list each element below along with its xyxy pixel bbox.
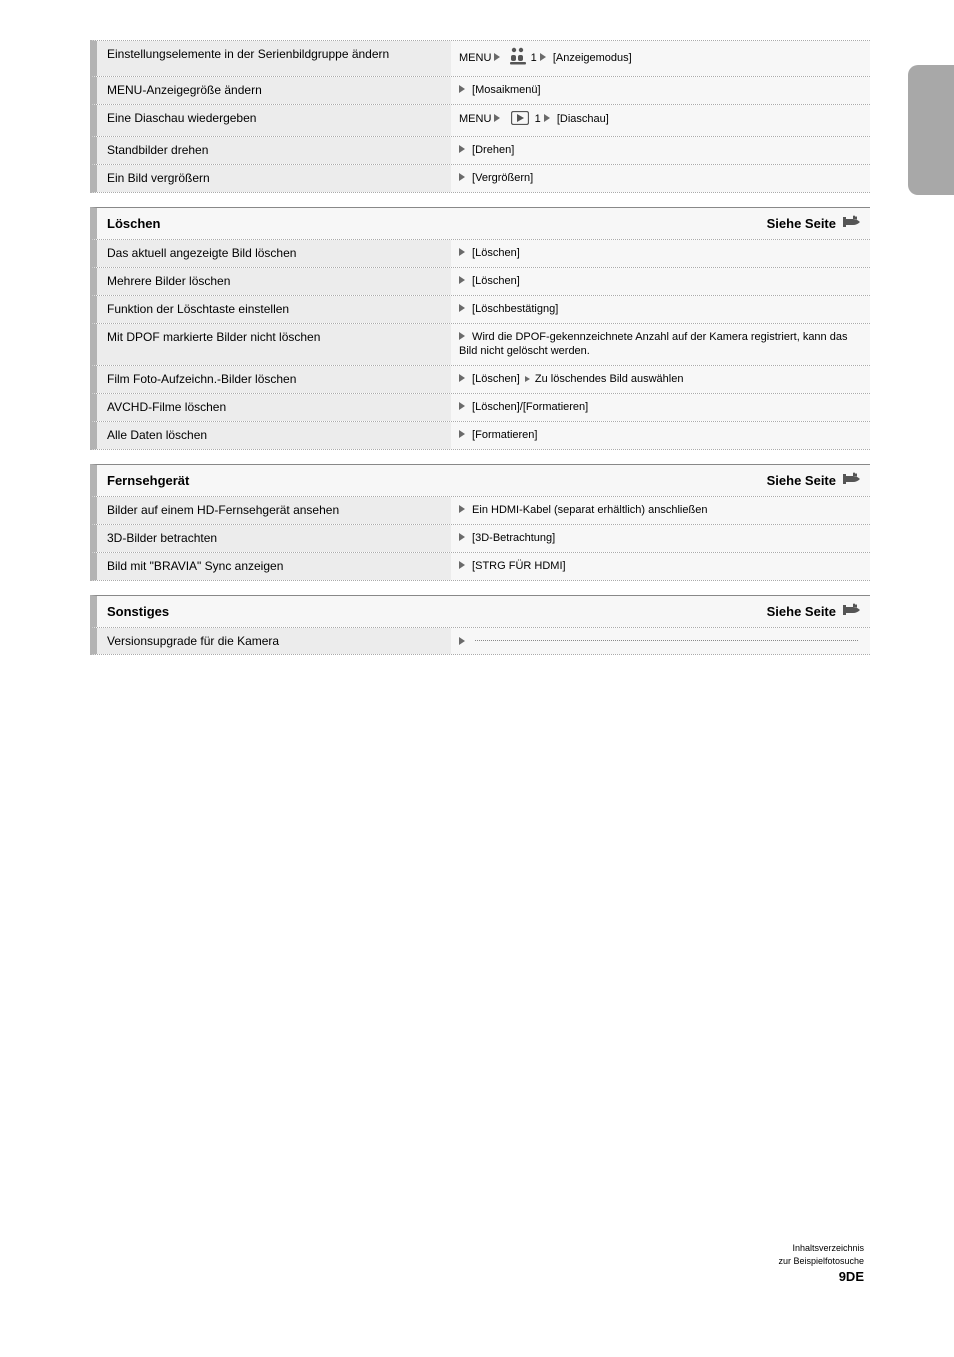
cell-feature: Standbilder drehen <box>97 137 451 164</box>
table-row: AVCHD-Filme löschen [Löschen]/[Formatier… <box>90 393 870 421</box>
cell-action: Wird die DPOF-gekennzeichnete Anzahl auf… <box>451 324 870 366</box>
cell-action: MENU 1 [Diaschau] <box>451 105 870 136</box>
table-row: Funktion der Löschtaste einstellen [Lösc… <box>90 295 870 323</box>
side-tab <box>908 65 954 195</box>
cell-feature: AVCHD-Filme löschen <box>97 394 451 421</box>
table-row: Bilder auf einem HD-Fernsehgerät ansehen… <box>90 496 870 524</box>
header-link: Siehe Seite <box>767 602 862 621</box>
arrow-icon <box>459 248 465 256</box>
arrow-icon <box>525 376 530 382</box>
cell-feature: Mit DPOF markierte Bilder nicht löschen <box>97 324 451 366</box>
arrow-icon <box>459 145 465 153</box>
table-row: MENU-Anzeigegröße ändern [Mosaikmenü] <box>90 76 870 104</box>
table-row: Standbilder drehen [Drehen] <box>90 136 870 164</box>
hand-icon <box>842 471 862 490</box>
header-title: Sonstiges <box>107 604 767 619</box>
cell-action: Ein HDMI-Kabel (separat erhältlich) ansc… <box>451 497 870 524</box>
section-header: Sonstiges Siehe Seite <box>90 595 870 627</box>
arrow-icon <box>459 332 465 340</box>
header-link: Siehe Seite <box>767 214 862 233</box>
cell-action <box>451 628 870 654</box>
table-row: Mit DPOF markierte Bilder nicht löschen … <box>90 323 870 366</box>
dotted-line <box>475 640 858 641</box>
table-row: Versionsupgrade für die Kamera <box>90 627 870 655</box>
table-row: Das aktuell angezeigte Bild löschen [Lös… <box>90 239 870 267</box>
hand-icon <box>842 214 862 233</box>
section-table-other: Sonstiges Siehe Seite Versionsupgrade fü… <box>90 595 870 655</box>
table-row: Mehrere Bilder löschen [Löschen] <box>90 267 870 295</box>
cell-feature: Ein Bild vergrößern <box>97 165 451 192</box>
arrow-icon <box>459 505 465 513</box>
table-row: Bild mit "BRAVIA" Sync anzeigen [STRG FÜ… <box>90 552 870 581</box>
cell-action: [Vergrößern] <box>451 165 870 192</box>
arrow-icon <box>459 430 465 438</box>
table-row: Film Foto-Aufzeichn.-Bilder löschen [Lös… <box>90 365 870 393</box>
cell-action: [Löschen] Zu löschendes Bild auswählen <box>451 366 870 393</box>
play-icon <box>511 111 529 130</box>
cell-action: [Löschen] <box>451 240 870 267</box>
arrow-icon <box>459 402 465 410</box>
section-header: Fernsehgerät Siehe Seite <box>90 464 870 496</box>
footer-line2: zur Beispielfotosuche <box>778 1255 864 1268</box>
cell-feature: Eine Diaschau wiedergeben <box>97 105 451 136</box>
arrow-icon <box>459 637 465 645</box>
arrow-icon <box>459 304 465 312</box>
cell-action: [Löschen] <box>451 268 870 295</box>
arrow-icon <box>494 114 500 122</box>
arrow-icon <box>459 533 465 541</box>
header-link: Siehe Seite <box>767 471 862 490</box>
page-number: 9DE <box>778 1268 864 1287</box>
page-footer: Inhaltsverzeichnis zur Beispielfotosuche… <box>778 1242 864 1287</box>
arrow-icon <box>459 374 465 382</box>
table-row: Einstellungselemente in der Serienbildgr… <box>90 40 870 76</box>
arrow-icon <box>459 561 465 569</box>
arrow-icon <box>459 173 465 181</box>
arrow-icon <box>459 85 465 93</box>
page-container: Einstellungselemente in der Serienbildgr… <box>90 40 870 669</box>
header-title: Fernsehgerät <box>107 473 767 488</box>
table-row: Alle Daten löschen [Formatieren] <box>90 421 870 450</box>
header-title: Löschen <box>107 216 767 231</box>
section-table-delete: Löschen Siehe Seite Das aktuell angezeig… <box>90 207 870 451</box>
cell-feature: Mehrere Bilder löschen <box>97 268 451 295</box>
cell-feature: 3D-Bilder betrachten <box>97 525 451 552</box>
cell-action: [Drehen] <box>451 137 870 164</box>
table-row: 3D-Bilder betrachten [3D-Betrachtung] <box>90 524 870 552</box>
cell-action: [Löschbestätigng] <box>451 296 870 323</box>
cell-feature: Film Foto-Aufzeichn.-Bilder löschen <box>97 366 451 393</box>
cell-feature: MENU-Anzeigegröße ändern <box>97 77 451 104</box>
cell-action: [Löschen]/[Formatieren] <box>451 394 870 421</box>
cell-feature: Bild mit "BRAVIA" Sync anzeigen <box>97 553 451 580</box>
section-table-tv: Fernsehgerät Siehe Seite Bilder auf eine… <box>90 464 870 581</box>
cell-feature: Das aktuell angezeigte Bild löschen <box>97 240 451 267</box>
cell-feature: Einstellungselemente in der Serienbildgr… <box>97 41 451 76</box>
cell-feature: Alle Daten löschen <box>97 422 451 449</box>
footer-line1: Inhaltsverzeichnis <box>778 1242 864 1255</box>
cell-action: [3D-Betrachtung] <box>451 525 870 552</box>
cell-action: [STRG FÜR HDMI] <box>451 553 870 580</box>
cell-action: [Mosaikmenü] <box>451 77 870 104</box>
cell-feature: Bilder auf einem HD-Fernsehgerät ansehen <box>97 497 451 524</box>
settings-icon <box>510 47 526 70</box>
arrow-icon <box>540 53 546 61</box>
cell-action: MENU 1 [Anzeigemodus] <box>451 41 870 76</box>
arrow-icon <box>459 276 465 284</box>
section-table-images: Einstellungselemente in der Serienbildgr… <box>90 40 870 193</box>
arrow-icon <box>544 114 550 122</box>
arrow-icon <box>494 53 500 61</box>
cell-feature: Funktion der Löschtaste einstellen <box>97 296 451 323</box>
cell-action: [Formatieren] <box>451 422 870 449</box>
section-header: Löschen Siehe Seite <box>90 207 870 239</box>
table-row: Eine Diaschau wiedergeben MENU 1 [Diasch… <box>90 104 870 136</box>
table-row: Ein Bild vergrößern [Vergrößern] <box>90 164 870 193</box>
hand-icon <box>842 602 862 621</box>
cell-feature: Versionsupgrade für die Kamera <box>97 628 451 654</box>
